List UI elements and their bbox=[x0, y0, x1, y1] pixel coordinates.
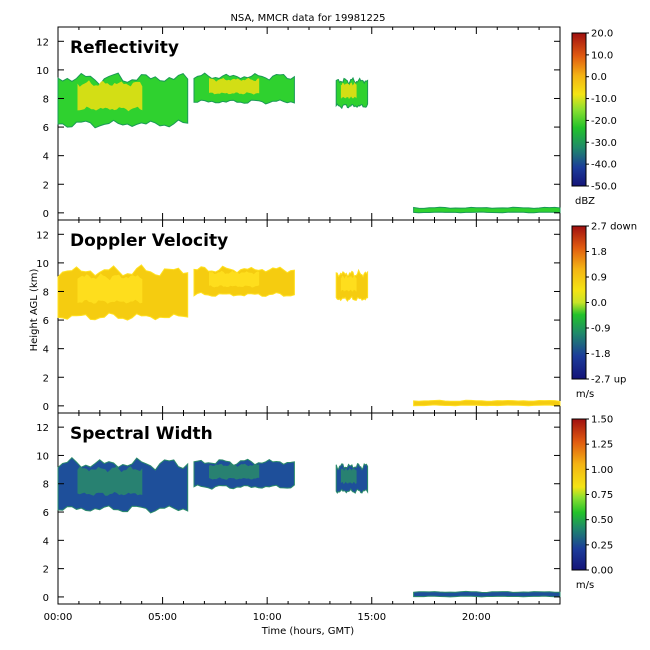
cloud-core-late-cloud bbox=[340, 274, 357, 292]
figure-title: NSA, MMCR data for 19981225 bbox=[230, 13, 385, 24]
plot-frame bbox=[57, 412, 561, 605]
plot-frame bbox=[57, 219, 561, 414]
cloud-core-main-cloud bbox=[77, 273, 143, 304]
colorbar-tick-label: 0.25 bbox=[591, 540, 613, 551]
panel-title: Doppler Velocity bbox=[70, 231, 228, 251]
y-tick-label: 6 bbox=[43, 123, 49, 134]
panel-1: 0 2 4 6 8 10 12 Doppler Velocity 2.7 down 1.8 0.9 0… bbox=[36, 219, 637, 414]
x-tick-labels: 00:00 05:00 10:00 15:00 20:00 bbox=[44, 612, 491, 623]
colorbar-tick-label: 0.75 bbox=[591, 490, 613, 501]
y-tick-label: 6 bbox=[43, 508, 49, 519]
y-tick-label: 12 bbox=[36, 423, 49, 434]
y-tick-label: 0 bbox=[43, 209, 49, 220]
colorbar-tick-label: 2.7 down bbox=[591, 222, 637, 233]
y-tick-label: 6 bbox=[43, 316, 49, 327]
cloud-core-late-cloud bbox=[340, 82, 357, 99]
y-tick-label: 0 bbox=[43, 593, 49, 604]
colorbar-tick-label: 0.00 bbox=[591, 566, 613, 577]
colorbar-tick-label: -1.8 bbox=[591, 349, 611, 360]
colorbar-tick-label: 0.0 bbox=[591, 72, 607, 83]
cloud-region-surface-return bbox=[413, 399, 561, 407]
y-tick-label: 2 bbox=[43, 180, 49, 191]
cloud-core-late-cloud bbox=[340, 467, 357, 485]
y-tick-label: 0 bbox=[43, 402, 49, 413]
colorbar-tick-label: 1.25 bbox=[591, 440, 613, 451]
panel-title: Reflectivity bbox=[70, 38, 179, 58]
panel-0: 0 2 4 6 8 10 12 Reflectivity 20.0 10.0 0.0 -10.0 -20… bbox=[36, 26, 617, 221]
y-axis-label: Height AGL (km) bbox=[29, 269, 40, 352]
y-tick-label: 8 bbox=[43, 94, 49, 105]
colorbar-tick-label: 20.0 bbox=[591, 29, 613, 40]
y-tick-label: 10 bbox=[36, 66, 49, 77]
cloud-region-surface-return bbox=[413, 590, 561, 598]
x-tick-label: 20:00 bbox=[462, 612, 491, 623]
y-tick-label: 8 bbox=[43, 287, 49, 298]
colorbar-tick-label: 0.0 bbox=[591, 298, 607, 309]
y-tick-label: 12 bbox=[36, 37, 49, 48]
panel-title: Spectral Width bbox=[70, 424, 213, 444]
cloud-core-main-cloud bbox=[77, 80, 143, 112]
cloud-core-main-cloud bbox=[77, 466, 143, 496]
y-tick-label: 2 bbox=[43, 373, 49, 384]
y-tick-label: 4 bbox=[43, 345, 49, 356]
cloud-core-mid-cloud bbox=[209, 270, 260, 288]
x-tick-label: 15:00 bbox=[357, 612, 386, 623]
colorbar-unit: m/s bbox=[576, 389, 594, 400]
colorbar-tick-label: -0.9 bbox=[591, 324, 611, 335]
y-tick-label: 12 bbox=[36, 230, 49, 241]
x-tick-label: 00:00 bbox=[44, 612, 73, 623]
y-tick-label: 8 bbox=[43, 480, 49, 491]
colorbar bbox=[571, 418, 587, 571]
colorbar-tick-label: -50.0 bbox=[591, 182, 617, 193]
y-tick-label: 2 bbox=[43, 565, 49, 576]
colorbar-tick-label: 10.0 bbox=[591, 50, 613, 61]
y-tick-label: 4 bbox=[43, 152, 49, 163]
y-tick-label: 4 bbox=[43, 536, 49, 547]
cloud-region-surface-return bbox=[413, 206, 561, 214]
colorbar-tick-label: -30.0 bbox=[591, 138, 617, 149]
colorbar bbox=[571, 32, 587, 187]
panel-2: 0 2 4 6 8 10 12 Spectral Width 1.50 1.25 1.00 0.75 0… bbox=[36, 412, 613, 605]
colorbar-unit: m/s bbox=[576, 580, 594, 591]
x-tick-label: 05:00 bbox=[148, 612, 177, 623]
colorbar-tick-label: 0.50 bbox=[591, 515, 613, 526]
colorbar-tick-label: -10.0 bbox=[591, 94, 617, 105]
cloud-core-mid-cloud bbox=[209, 463, 260, 480]
y-tick-label: 10 bbox=[36, 451, 49, 462]
colorbar-tick-label: 1.8 bbox=[591, 247, 607, 258]
colorbar-tick-label: 1.00 bbox=[591, 465, 613, 476]
y-tick-label: 10 bbox=[36, 259, 49, 270]
colorbar-tick-label: -20.0 bbox=[591, 116, 617, 127]
colorbar-tick-label: 0.9 bbox=[591, 273, 607, 284]
cloud-core-mid-cloud bbox=[209, 77, 260, 95]
x-tick-label: 10:00 bbox=[253, 612, 282, 623]
colorbar-tick-label: 1.50 bbox=[591, 415, 613, 426]
colorbar bbox=[571, 225, 587, 380]
x-axis-label: Time (hours, GMT) bbox=[261, 626, 355, 637]
colorbar-unit: dBZ bbox=[575, 196, 595, 207]
colorbar-tick-label: -2.7 up bbox=[591, 375, 626, 386]
plot-frame bbox=[57, 26, 561, 221]
colorbar-tick-label: -40.0 bbox=[591, 160, 617, 171]
